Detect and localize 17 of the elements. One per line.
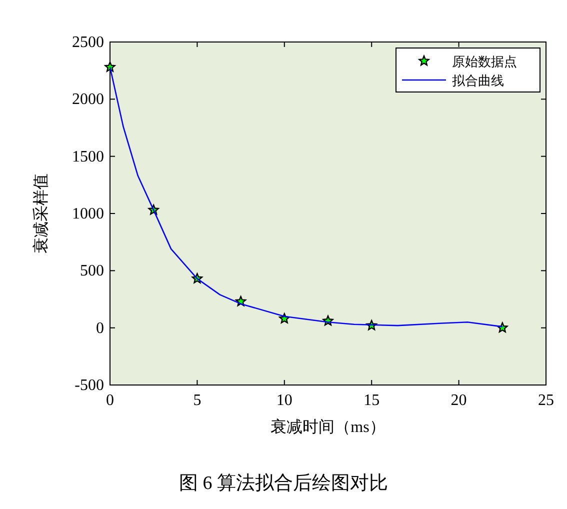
y-tick-label: 2500: [72, 34, 104, 51]
y-tick-label: 2000: [72, 91, 104, 108]
y-tick-label: -500: [74, 377, 104, 394]
x-tick-label: 20: [450, 392, 467, 409]
caption: 图 6 算法拟合后绘图对比: [179, 473, 388, 494]
y-tick-label: 500: [80, 262, 104, 280]
legend-label: 拟合曲线: [452, 73, 504, 88]
y-tick-label: 1000: [72, 206, 104, 222]
x-tick-label: 5: [193, 392, 202, 409]
x-tick-label: 25: [538, 392, 554, 409]
x-tick-label: 15: [364, 392, 380, 409]
x-axis-title: 衰减时间（ms）: [270, 418, 386, 436]
y-axis-title: 衰减采样值: [32, 174, 50, 254]
x-tick-label: 10: [276, 392, 292, 409]
y-tick-label: 1500: [72, 148, 104, 166]
y-tick-label: 0: [96, 320, 104, 337]
legend-label: 原始数据点: [452, 54, 517, 69]
